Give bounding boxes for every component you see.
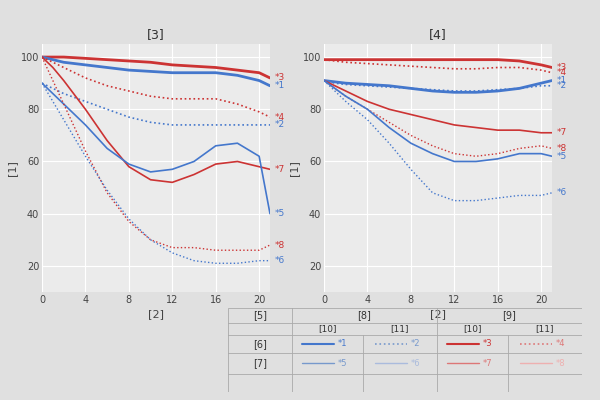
Text: *3: *3	[556, 63, 566, 72]
Text: *1: *1	[274, 81, 284, 90]
Text: *1: *1	[338, 339, 347, 348]
Text: *4: *4	[556, 339, 565, 348]
Text: *2: *2	[274, 120, 284, 130]
Text: *6: *6	[410, 358, 420, 368]
Text: [9]: [9]	[502, 310, 517, 320]
Text: *3: *3	[483, 339, 493, 348]
Text: *5: *5	[556, 152, 566, 161]
X-axis label: [2]: [2]	[148, 309, 164, 319]
Text: *5: *5	[274, 209, 284, 218]
Text: [8]: [8]	[358, 310, 371, 320]
Text: *6: *6	[556, 188, 566, 197]
Text: *4: *4	[556, 68, 566, 77]
Text: *7: *7	[274, 165, 284, 174]
Title: [4]: [4]	[429, 28, 447, 42]
Text: [6]: [6]	[253, 339, 267, 349]
Text: *8: *8	[274, 240, 284, 250]
Text: *7: *7	[483, 358, 493, 368]
Y-axis label: [1]: [1]	[289, 160, 299, 176]
Text: *8: *8	[556, 144, 566, 153]
Text: *3: *3	[274, 74, 284, 82]
Text: *7: *7	[556, 128, 566, 137]
Text: [11]: [11]	[391, 324, 409, 334]
Title: [3]: [3]	[147, 28, 165, 42]
Text: *5: *5	[338, 358, 347, 368]
Text: [11]: [11]	[536, 324, 554, 334]
Y-axis label: [1]: [1]	[7, 160, 17, 176]
Text: *8: *8	[556, 358, 565, 368]
Text: *1: *1	[556, 76, 566, 85]
Text: [7]: [7]	[253, 358, 267, 368]
Text: [5]: [5]	[253, 310, 267, 320]
Text: *2: *2	[556, 81, 566, 90]
Text: *6: *6	[274, 256, 284, 265]
Text: [10]: [10]	[463, 324, 482, 334]
Text: *2: *2	[410, 339, 420, 348]
Text: *4: *4	[274, 112, 284, 122]
X-axis label: [2]: [2]	[430, 309, 446, 319]
Text: [10]: [10]	[318, 324, 337, 334]
